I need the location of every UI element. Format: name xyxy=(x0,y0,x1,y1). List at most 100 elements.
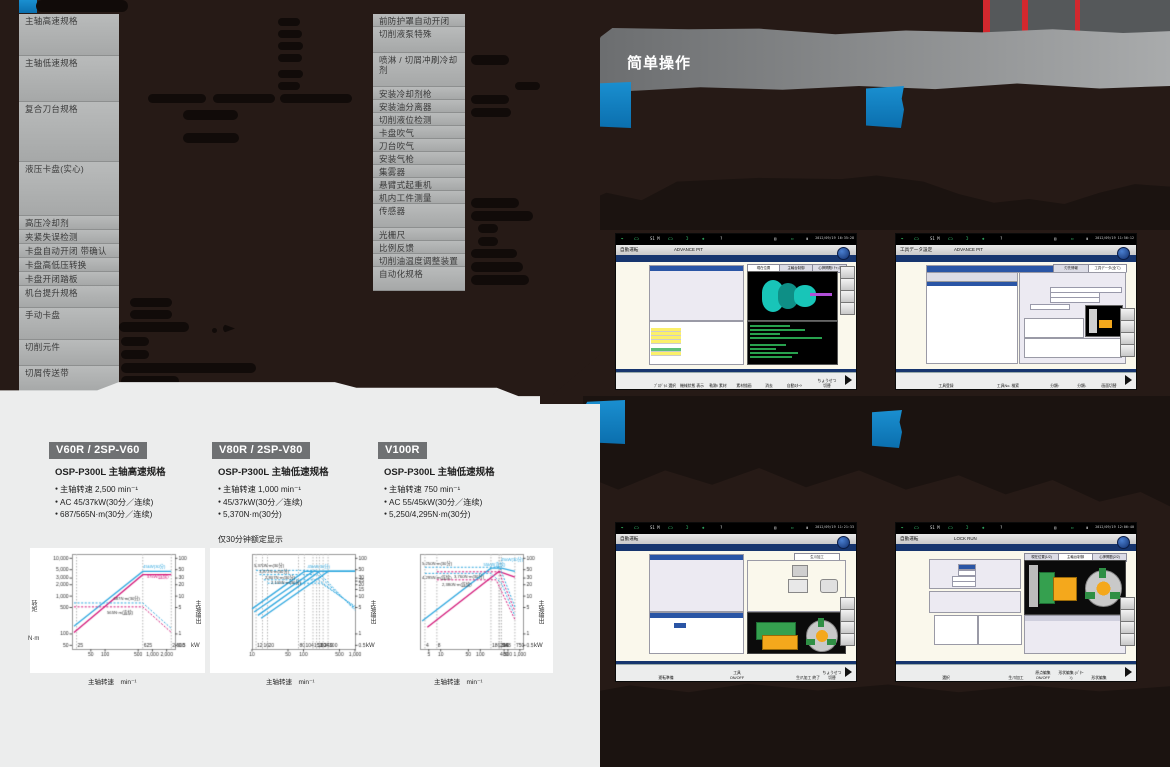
cnc-next-arrow-icon[interactable] xyxy=(1125,375,1132,385)
cnc-side-button[interactable] xyxy=(840,302,855,315)
redacted-block xyxy=(478,237,498,246)
redacted-block xyxy=(130,310,172,319)
cnc-screen-production[interactable]: ➡ ⊂⊃ S1 M ⊂⊃ Ɔ ✥ ? ▤ ▭ ▮ 2012/09/19 11:2… xyxy=(615,522,857,682)
chart-xlabel: 主轴转速 min⁻¹ xyxy=(266,679,315,686)
cnc-fkey-6[interactable]: ちょうせつ 切替 xyxy=(817,379,837,388)
redacted-block xyxy=(471,249,517,258)
cnc-fkey-2[interactable]: 軌跡/ 素材 xyxy=(709,383,727,388)
cnc-fkey-5[interactable]: 自動ｽﾀｰﾄ xyxy=(786,383,803,388)
diagram-part xyxy=(788,579,808,593)
table-row xyxy=(651,332,681,337)
card-bullet: 5,250/4,295N·m(30分) xyxy=(384,509,548,522)
cnc-screen-auto-operation[interactable]: ➡ ⊂⊃ S1 M ⊂⊃ Ɔ ✥ ? ▤ ▭ ▮ 2012/09/19 16:3… xyxy=(615,233,857,390)
cnc-screen-lock-run[interactable]: ➡ ⊂⊃ S1 M ⊂⊃ Ɔ ✥ ? ▤ ▭ ▮ 2012/09/19 12:0… xyxy=(895,522,1137,682)
cnc-fkey-0[interactable]: 運転準備 xyxy=(658,675,674,680)
cnc-fkey-3[interactable]: 素材描画 xyxy=(736,383,752,388)
table-row xyxy=(651,340,681,345)
redacted-block xyxy=(121,376,179,386)
cnc-status-bar: ➡ ⊂⊃ S1 M ⊂⊃ Ɔ ✥ ? ▤ ▭ ▮ 2012/09/19 11:2… xyxy=(616,523,856,534)
cnc-fkey-2[interactable]: 生爪加工 終了 xyxy=(796,675,820,680)
cnc-fkey-4[interactable]: 消去 xyxy=(765,383,773,388)
cnc-input-field[interactable] xyxy=(958,564,976,570)
chuck-jaw xyxy=(818,618,824,627)
cnc-fkey-0[interactable]: 工具登録 xyxy=(938,383,954,388)
cnc-offset-table-right[interactable] xyxy=(978,615,1022,645)
card-bullets: 主轴转速 2,500 min⁻¹ AC 45/37kW(30分／连续) 687/… xyxy=(49,484,219,522)
torn-divider-bottom xyxy=(583,683,1170,767)
cnc-fkey-3[interactable]: 分類↓ xyxy=(1077,383,1087,388)
cnc-fkey-2[interactable]: 分類↑ xyxy=(1050,383,1060,388)
cnc-next-arrow-icon[interactable] xyxy=(845,375,852,385)
cnc-input-field[interactable] xyxy=(958,570,976,576)
cnc-fkey-0[interactable]: 選択 xyxy=(942,675,950,680)
cnc-side-button[interactable] xyxy=(840,633,855,646)
cnc-nav-bar xyxy=(616,544,856,551)
cnc-fkey-3[interactable]: ちょうせつ 切替 xyxy=(822,671,842,680)
cnc-fkey-1[interactable]: 生爪加工 xyxy=(1008,675,1024,680)
spec-menu-item: 液压卡盘(实心) xyxy=(19,162,119,216)
spec-menu-item: 喷淋 / 切屑冲刷冷却剂 xyxy=(373,53,465,87)
cnc-panel-header xyxy=(1025,616,1125,621)
cnc-panel-header xyxy=(650,266,743,271)
table-row xyxy=(651,328,681,333)
cnc-fkey-1[interactable]: 工具 ON/OFF xyxy=(729,671,745,680)
cnc-fkey-2[interactable]: 原点編集 ON/OFF xyxy=(1035,671,1051,680)
red-accent-3 xyxy=(1075,0,1080,36)
spec-list-2: 前防护罩自动开闭 切削液泵特殊 喷淋 / 切屑冲刷冷却剂 安装冷却剂枪 安装油分离器 切削… xyxy=(373,14,465,291)
cnc-side-button[interactable] xyxy=(1120,633,1135,646)
cnc-process-table[interactable] xyxy=(649,321,744,365)
cnc-fkey-4[interactable]: 形状編集 xyxy=(1091,675,1107,680)
redacted-block xyxy=(471,95,509,104)
cnc-fkey-3[interactable]: 形状編集 (ﾊﾟﾀｰﾝ) xyxy=(1058,671,1084,680)
cnc-tool-table[interactable] xyxy=(926,272,1018,364)
table-row-selected xyxy=(927,282,1017,286)
cnc-input-field[interactable] xyxy=(1050,297,1100,303)
cnc-param-table[interactable] xyxy=(649,612,744,654)
spec-menu-item: 光栅尺 xyxy=(373,228,465,241)
chart-ylabel-left: 转矩 xyxy=(30,600,36,612)
cnc-3d-viewer[interactable] xyxy=(747,271,838,321)
cnc-stop-icon[interactable] xyxy=(1117,536,1130,549)
spec-menu-item: 传感器 xyxy=(373,204,465,228)
cnc-next-arrow-icon[interactable] xyxy=(1125,667,1132,677)
workpiece-3d xyxy=(794,285,816,307)
cnc-body: 刃先情報 工具データ(全て) xyxy=(896,262,1136,373)
cnc-tool-subtable[interactable] xyxy=(1024,338,1122,358)
cnc-footer: 運転準備 工具 ON/OFF 生爪加工 終了 ちょうせつ 切替 xyxy=(616,664,856,681)
spec-menu-item: 机内工件测量 xyxy=(373,191,465,204)
page-title: 简单操作 xyxy=(627,55,692,72)
cnc-side-button[interactable] xyxy=(1120,344,1135,357)
cnc-screen-tool-data[interactable]: ➡ ⊂⊃ S1 M ⊂⊃ Ɔ ✥ ? ▤ ▭ ▮ 2012/09/19 11:5… xyxy=(895,233,1137,390)
cnc-next-arrow-icon[interactable] xyxy=(845,667,852,677)
card-bullet: 5,370N·m(30分) xyxy=(218,509,382,522)
cnc-stop-icon[interactable] xyxy=(1117,247,1130,260)
cnc-stop-icon[interactable] xyxy=(837,536,850,549)
table-row xyxy=(651,336,681,341)
spec-card-v60r: V60R / 2SP-V60 OSP-P300L 主轴高速规格 主轴转速 2,5… xyxy=(49,440,219,522)
cnc-timestamp: 2012/09/19 11:56:12 xyxy=(1095,236,1134,240)
cnc-fkey-1[interactable]: 工具No. 検索 xyxy=(996,383,1020,388)
red-accent-2 xyxy=(1022,0,1028,36)
cnc-input-field[interactable] xyxy=(952,581,976,587)
spec-card-v100r: V100R OSP-P300L 主轴低速规格 主轴转速 750 min⁻¹ AC… xyxy=(378,440,548,522)
cnc-footer-accent xyxy=(616,661,856,665)
redacted-block xyxy=(121,350,149,359)
cnc-stop-icon[interactable] xyxy=(837,247,850,260)
card-tag: V60R / 2SP-V60 xyxy=(49,442,147,459)
cnc-footer-accent xyxy=(616,369,856,373)
mid-blue-tab-right xyxy=(872,410,902,448)
header-blue-tab-right xyxy=(866,86,904,128)
cnc-fkey-1[interactable]: 機械状態 表示 xyxy=(680,383,704,388)
cnc-tool-subtable[interactable] xyxy=(1024,318,1084,338)
cnc-nc-code-box[interactable] xyxy=(747,321,838,365)
cnc-fkey-0[interactable]: ﾌﾟﾛｸﾞﾗﾑ 選択 xyxy=(654,383,676,388)
left-blue-marker xyxy=(19,0,37,13)
cnc-tool-detail-panel xyxy=(1019,272,1126,364)
chuck-jaw xyxy=(1110,592,1120,599)
cnc-offset-table-left[interactable] xyxy=(934,615,978,645)
cnc-input-field[interactable] xyxy=(1030,304,1070,310)
cnc-fkey-4[interactable]: 画面切替 xyxy=(1101,383,1117,388)
redacted-block xyxy=(471,262,523,272)
cnc-status-bar: ➡ ⊂⊃ S1 M ⊂⊃ Ɔ ✥ ? ▤ ▭ ▮ 2012/09/19 11:5… xyxy=(896,234,1136,245)
cnc-tool-preview xyxy=(1085,305,1123,337)
